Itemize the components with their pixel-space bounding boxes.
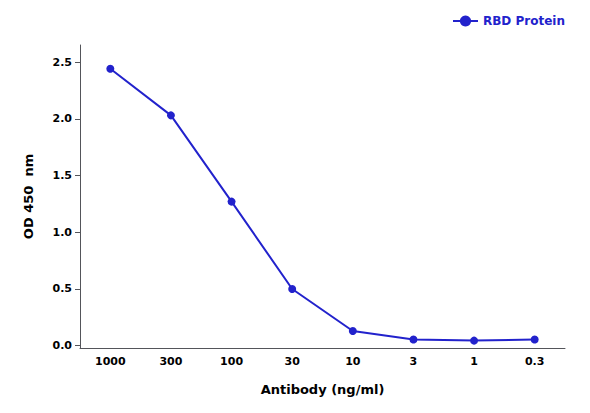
svg-text:1.0: 1.0 [53, 226, 73, 239]
svg-text:3: 3 [410, 355, 418, 368]
svg-text:30: 30 [285, 355, 301, 368]
svg-text:2.5: 2.5 [53, 56, 73, 69]
svg-text:100: 100 [220, 355, 243, 368]
svg-text:1000: 1000 [95, 355, 126, 368]
svg-text:0.0: 0.0 [53, 339, 73, 352]
svg-text:OD 450 nm: OD 450 nm [21, 154, 36, 239]
svg-text:10: 10 [345, 355, 361, 368]
svg-text:0.3: 0.3 [525, 355, 545, 368]
svg-text:300: 300 [159, 355, 182, 368]
svg-text:RBD Protein: RBD Protein [483, 14, 565, 28]
svg-text:0.5: 0.5 [53, 282, 73, 295]
svg-text:1: 1 [470, 355, 478, 368]
svg-text:1.5: 1.5 [53, 169, 73, 182]
svg-text:Antibody (ng/ml): Antibody (ng/ml) [261, 382, 385, 397]
svg-text:2.0: 2.0 [53, 112, 73, 125]
